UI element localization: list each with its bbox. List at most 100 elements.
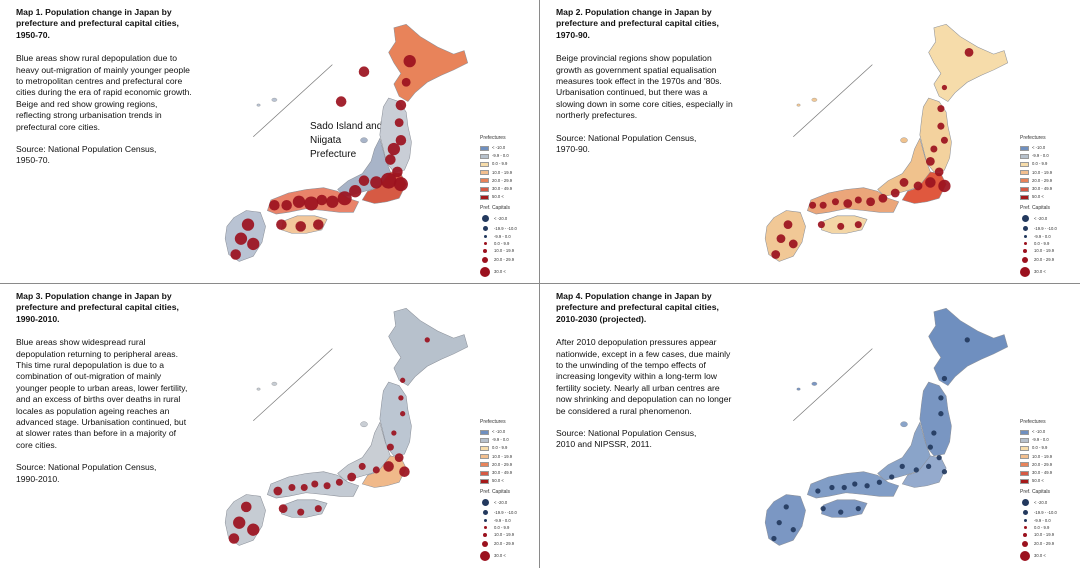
legend-label: -9.9 - 0.0 [1032, 153, 1049, 159]
sado-island [900, 137, 908, 144]
legend-label: < -20.0 [494, 215, 508, 221]
legend-label: 20.0 - 29.9 [494, 541, 515, 547]
map-panel-3: Map 3. Population change in Japan by pre… [0, 284, 540, 568]
capital-city-dot [776, 234, 786, 244]
capital-city-dot [890, 188, 900, 198]
legend-prefecture-item: 50.0 < [1020, 477, 1080, 485]
capital-city-dot [300, 484, 308, 492]
capital-city-dot [358, 175, 370, 186]
capital-city-dot [316, 194, 328, 206]
legend-label: 10.0 - 19.9 [494, 532, 515, 538]
legend-prefecture-item: 30.0 - 49.9 [480, 469, 539, 477]
legend-capitals-title: Pref. Capitals [1020, 205, 1051, 212]
capital-city-dot [866, 197, 875, 207]
capital-city-dot [386, 443, 394, 451]
capital-city-dot [940, 136, 948, 144]
legend-capital-dot [1021, 215, 1029, 223]
legend-label: 20.0 - 29.9 [492, 177, 513, 183]
legend-prefecture-item: 0.0 - 9.9 [1020, 444, 1080, 452]
legend-label: < -20.0 [494, 499, 508, 505]
legend-capital-dot [482, 541, 488, 548]
panel-title: Map 3. Population change in Japan by pre… [16, 291, 179, 324]
legend-capital-dot [481, 499, 489, 507]
panel-text: Map 4. Population change in Japan by pre… [556, 291, 734, 451]
capital-city-dot [247, 237, 260, 251]
legend-label: 50.0 < [492, 478, 504, 484]
legend-capital-dot [1023, 526, 1027, 530]
capital-city-dot [240, 501, 252, 513]
capital-city-dot [395, 134, 407, 146]
capital-city-dot [938, 179, 951, 193]
legend-swatch [480, 429, 489, 435]
legend-swatch [480, 153, 489, 159]
legend-swatch [1020, 478, 1029, 484]
region-east [901, 171, 947, 204]
legend-capital-item: -19.9 - -10.0 [1020, 508, 1080, 517]
capital-city-dot [297, 508, 305, 516]
legend-prefecture-item: 50.0 < [1020, 193, 1080, 201]
legend-label: 20.0 - 29.9 [1034, 541, 1055, 547]
legend-label: -19.9 - -10.0 [494, 225, 517, 231]
legend-prefecture-item: 30.0 - 49.9 [1020, 185, 1080, 193]
legend-capital-dot [1023, 519, 1027, 523]
legend-swatch [480, 161, 489, 167]
capital-city-dot [941, 375, 948, 382]
capital-city-dot [941, 84, 948, 91]
capital-city-dot [400, 411, 406, 417]
legend-label: 0.0 - 9.9 [492, 161, 508, 167]
legend-prefecture-item: 50.0 < [480, 477, 539, 485]
legend-label: < -10.0 [1032, 145, 1046, 151]
capital-city-dot [783, 504, 789, 510]
outlying-island [796, 387, 801, 391]
outlying-island [271, 381, 278, 386]
japan-map [224, 23, 469, 262]
region-kyushu [764, 210, 806, 262]
capital-city-dot [809, 201, 817, 209]
legend-capital-item: 30.0 < [1020, 549, 1080, 563]
capital-city-dot [864, 483, 870, 489]
region-shikoku [821, 499, 868, 518]
legend-label: -9.9 - 0.0 [494, 233, 511, 239]
legend-prefecture-item: 10.0 - 19.9 [480, 453, 539, 461]
legend-label: 30.0 - 49.9 [492, 186, 513, 192]
legend-label: -9.9 - 0.0 [494, 517, 511, 523]
panel-description: Blue areas show rural depopulation due t… [16, 53, 192, 132]
legend-swatch [1020, 145, 1029, 151]
legend-swatch [1020, 437, 1029, 443]
capital-city-dot [295, 221, 306, 232]
legend-capital-item: < -20.0 [480, 497, 539, 508]
map-panel-2: Map 2. Population change in Japan by pre… [540, 0, 1080, 284]
panel-title: Map 2. Population change in Japan by pre… [556, 7, 719, 40]
legend-capital-item: 10.0 - 19.9 [1020, 531, 1080, 539]
capital-city-dot [817, 221, 825, 229]
panel-description: Blue areas show widespread rural depopul… [16, 337, 188, 450]
capital-city-dot [383, 461, 394, 472]
legend-capital-dot [480, 551, 490, 562]
legend-label: 30.0 < [1034, 553, 1046, 559]
inset-divider-line [793, 348, 873, 421]
legend-capital-dot [1023, 242, 1027, 246]
outlying-island [256, 103, 261, 107]
legend-capital-dot [482, 510, 488, 516]
region-hokkaido [928, 23, 1009, 102]
legend-capital-dot [1022, 226, 1028, 232]
legend-label: 10.0 - 19.9 [492, 169, 513, 175]
legend-label: 30.0 < [494, 553, 506, 559]
inset-divider-line [253, 64, 333, 137]
capital-city-dot [387, 142, 401, 156]
legend-label: 30.0 < [1034, 269, 1046, 275]
legend-capital-item: 0.0 - 9.9 [480, 524, 539, 531]
capital-city-dot [335, 96, 347, 107]
panel-text: Map 2. Population change in Japan by pre… [556, 7, 734, 155]
legend-swatch [1020, 454, 1029, 460]
legend-capital-item: 20.0 - 29.9 [480, 539, 539, 549]
legend-capital-dot [1023, 235, 1027, 239]
legend-swatch [1020, 445, 1029, 451]
legend-label: -9.9 - 0.0 [492, 437, 509, 443]
legend-prefecture-item: 20.0 - 29.9 [1020, 177, 1080, 185]
legend-prefecture-item: 20.0 - 29.9 [1020, 461, 1080, 469]
sado-island [900, 421, 908, 428]
legend-prefecture-item: < -10.0 [1020, 144, 1080, 152]
capital-city-dot [941, 469, 948, 475]
legend-prefectures-title: Prefectures [1020, 135, 1046, 141]
